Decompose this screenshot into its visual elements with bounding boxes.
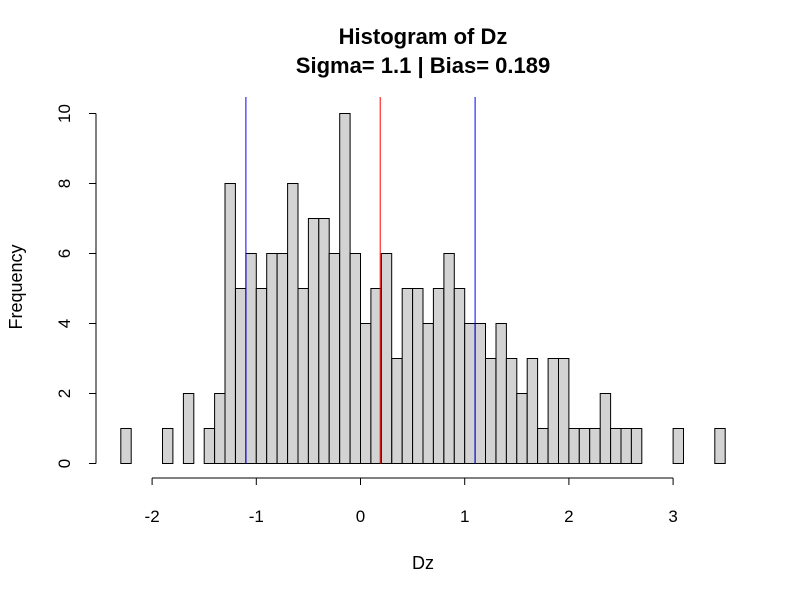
y-tick-label: 2 bbox=[55, 389, 74, 398]
histogram-bar bbox=[568, 428, 580, 464]
histogram-bar bbox=[203, 428, 216, 464]
histogram-bar bbox=[391, 358, 403, 464]
x-tick-label: 0 bbox=[356, 507, 365, 526]
histogram-bar bbox=[495, 323, 507, 464]
histogram-bar bbox=[360, 323, 372, 464]
histogram-bar bbox=[516, 393, 528, 464]
histogram-bar bbox=[537, 428, 549, 464]
histogram-bar bbox=[599, 393, 612, 464]
histogram-bar bbox=[339, 113, 351, 464]
histogram-bar bbox=[224, 183, 236, 464]
histogram-bar bbox=[412, 288, 424, 464]
y-axis-label: Frequency bbox=[6, 244, 26, 329]
reference-lines-group bbox=[245, 97, 476, 464]
histogram-bar bbox=[505, 358, 518, 464]
x-axis: -2 -1 0 1 2 3 bbox=[145, 477, 678, 526]
histogram-bar bbox=[162, 428, 174, 464]
x-tick-label: 1 bbox=[460, 507, 469, 526]
x-axis-label: Dz bbox=[412, 553, 434, 573]
histogram-bar bbox=[266, 253, 278, 464]
bars-group bbox=[120, 113, 726, 464]
histogram-bar bbox=[474, 323, 487, 464]
histogram-bar bbox=[182, 393, 195, 464]
y-tick-label: 4 bbox=[55, 319, 74, 328]
histogram-bar bbox=[453, 288, 466, 464]
histogram-bar bbox=[526, 358, 539, 464]
histogram-bar bbox=[214, 393, 226, 464]
histogram-bar bbox=[578, 428, 591, 464]
chart-title: Histogram of Dz bbox=[339, 24, 508, 49]
histogram-bar bbox=[245, 253, 257, 464]
histogram-bar bbox=[485, 358, 497, 464]
histogram-bar bbox=[432, 288, 445, 464]
y-tick-label: 8 bbox=[55, 179, 74, 188]
histogram-bar bbox=[422, 323, 434, 464]
y-tick-label: 0 bbox=[55, 459, 74, 468]
histogram-bar bbox=[318, 218, 330, 464]
x-tick-label: 3 bbox=[668, 507, 677, 526]
histogram-bar bbox=[276, 253, 289, 464]
x-tick-label: -1 bbox=[249, 507, 264, 526]
histogram-bar bbox=[401, 288, 414, 464]
histogram-bar bbox=[630, 428, 643, 464]
histogram-bar bbox=[307, 218, 320, 464]
histogram-bar bbox=[547, 358, 559, 464]
histogram-bar bbox=[380, 253, 393, 464]
histogram-bar bbox=[235, 288, 247, 464]
x-tick-label: 2 bbox=[564, 507, 573, 526]
y-tick-label: 6 bbox=[55, 249, 74, 258]
histogram-bar bbox=[464, 323, 476, 464]
histogram-bar bbox=[714, 428, 726, 464]
histogram-bar bbox=[620, 428, 632, 464]
histogram-bar bbox=[443, 253, 455, 464]
histogram-bar bbox=[558, 358, 570, 464]
x-tick-label: -2 bbox=[145, 507, 160, 526]
histogram-bar bbox=[297, 288, 309, 464]
histogram-bar bbox=[349, 253, 362, 464]
y-axis: 0 2 4 6 8 10 bbox=[55, 104, 97, 468]
histogram-bar bbox=[672, 428, 684, 464]
y-tick-label: 10 bbox=[55, 104, 74, 123]
histogram-bar bbox=[287, 183, 299, 464]
chart-subtitle: Sigma= 1.1 | Bias= 0.189 bbox=[296, 53, 550, 78]
histogram-bar bbox=[589, 428, 601, 464]
histogram-bar bbox=[255, 288, 268, 464]
histogram-bar bbox=[120, 428, 132, 464]
histogram-bar bbox=[610, 428, 622, 464]
histogram-bar bbox=[328, 253, 341, 464]
